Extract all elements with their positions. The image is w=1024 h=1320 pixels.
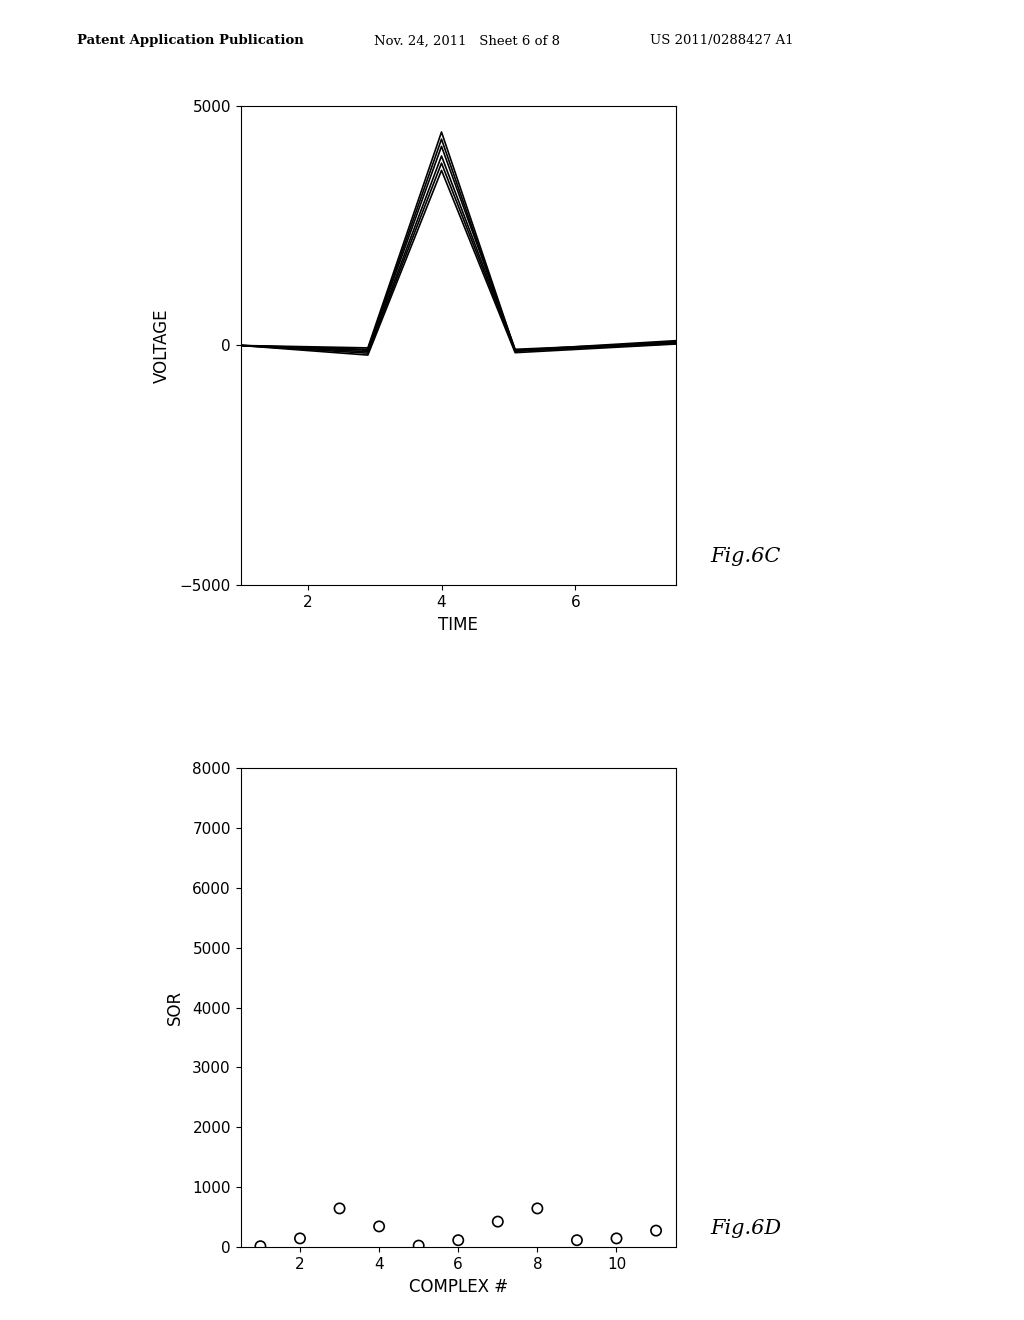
X-axis label: TIME: TIME: [438, 615, 478, 634]
Point: [332, 1197, 348, 1218]
Y-axis label: VOLTAGE: VOLTAGE: [154, 309, 171, 383]
Point: [568, 1230, 585, 1251]
Point: [292, 1228, 308, 1249]
Point: [411, 1236, 427, 1257]
Point: [608, 1228, 625, 1249]
Point: [648, 1220, 665, 1241]
Point: [529, 1197, 546, 1218]
Y-axis label: SOR: SOR: [166, 990, 184, 1026]
Point: [252, 1236, 268, 1257]
Point: [371, 1216, 387, 1237]
Text: Fig.6D: Fig.6D: [711, 1218, 781, 1238]
X-axis label: COMPLEX #: COMPLEX #: [409, 1278, 508, 1296]
Text: Fig.6C: Fig.6C: [711, 548, 781, 566]
Point: [451, 1230, 467, 1251]
Text: Patent Application Publication: Patent Application Publication: [77, 34, 303, 48]
Point: [489, 1210, 506, 1232]
Text: Nov. 24, 2011   Sheet 6 of 8: Nov. 24, 2011 Sheet 6 of 8: [374, 34, 560, 48]
Text: US 2011/0288427 A1: US 2011/0288427 A1: [650, 34, 794, 48]
